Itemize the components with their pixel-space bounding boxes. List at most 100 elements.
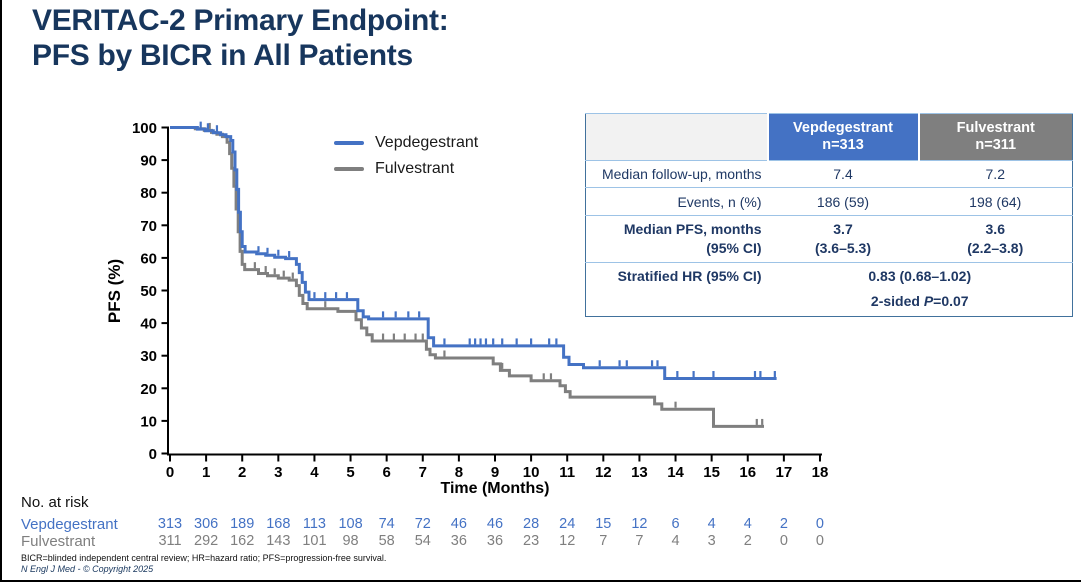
hr-value-cell: 0.83 (0.68–1.02) 2-sided P=0.07 [767, 262, 1073, 317]
row-stratified-hr: Stratified HR (95% CI) 0.83 (0.68–1.02) … [585, 262, 1073, 317]
risk-value: 72 [414, 516, 431, 532]
risk-row-label-fulvestrant: Fulvestrant [21, 533, 96, 550]
page-title: VERITAC-2 Primary Endpoint: PFS by BICR … [32, 4, 449, 73]
x-tick-label: 13 [631, 464, 648, 481]
p-value: 2-sided P=0.07 [774, 293, 1067, 310]
y-tick-label: 50 [140, 283, 157, 300]
km-curve-vepdegestrant [170, 126, 777, 380]
events-vep: 186 (59) [767, 187, 919, 216]
stats-header-fulvestrant: Fulvestrant n=311 [917, 113, 1073, 161]
legend-item-vepdegestrant: Vepdegestrant [334, 130, 478, 156]
column-title: Fulvestrant [956, 119, 1035, 136]
risk-value: 7 [635, 533, 644, 549]
events-ful: 198 (64) [918, 187, 1073, 216]
row-label: Median follow-up, months [585, 160, 768, 188]
risk-value: 12 [559, 533, 576, 549]
median-pfs-ful: 3.6 (2.2–3.8) [918, 215, 1073, 263]
risk-table-heading: No. at risk [21, 494, 89, 511]
column-title: Vepdegestrant [793, 119, 893, 136]
risk-value: 36 [486, 533, 504, 549]
row-label: Median PFS, months (95% CI) [585, 215, 768, 263]
row-label: Events, n (%) [585, 187, 768, 216]
risk-value: 12 [631, 516, 648, 532]
x-tick-label: 16 [739, 464, 756, 481]
y-tick-label: 20 [140, 381, 157, 398]
y-tick-label: 90 [140, 153, 157, 170]
row-median-followup: Median follow-up, months 7.4 7.2 [585, 160, 1073, 188]
risk-value: 0 [779, 533, 788, 549]
x-tick-label: 8 [455, 464, 463, 481]
x-tick-label: 6 [382, 464, 390, 481]
risk-value: 46 [486, 516, 504, 532]
row-label: Stratified HR (95% CI) [585, 262, 768, 317]
risk-value: 168 [266, 516, 291, 532]
stats-header-row: Vepdegestrant n=313 Fulvestrant n=311 [585, 113, 1073, 161]
legend-swatch-vepdegestrant [334, 141, 364, 145]
risk-value: 15 [595, 516, 612, 532]
risk-value: 2 [779, 516, 788, 532]
p-symbol: P [923, 292, 934, 309]
x-tick-label: 7 [419, 464, 427, 481]
risk-value: 58 [378, 533, 395, 549]
x-tick-label: 2 [238, 464, 246, 481]
risk-value: 108 [338, 516, 363, 532]
y-tick-label: 80 [140, 185, 157, 202]
chart-legend: Vepdegestrant Fulvestrant [334, 130, 478, 182]
risk-value: 2 [743, 533, 752, 549]
y-tick-label: 60 [140, 250, 157, 267]
page-title-line1: VERITAC-2 Primary Endpoint: [32, 4, 449, 37]
stats-header-vepdegestrant: Vepdegestrant n=313 [766, 113, 919, 161]
km-curve-fulvestrant [170, 126, 764, 428]
risk-value: 4 [743, 516, 752, 532]
row-median-pfs: Median PFS, months (95% CI) 3.7 (3.6–5.3… [585, 215, 1073, 263]
y-axis-title: PFS (%) [105, 259, 124, 323]
page-title-line2: PFS by BICR in All Patients [32, 38, 413, 72]
y-tick-label: 100 [132, 120, 157, 137]
risk-value: 74 [378, 516, 395, 532]
risk-value: 311 [158, 533, 182, 549]
label-line2: (95% CI) [706, 240, 762, 256]
median-ci: (3.6–5.3) [814, 240, 872, 256]
x-tick-label: 15 [703, 464, 720, 481]
x-tick-label: 4 [310, 464, 319, 481]
footnote-abbreviations: BICR=blinded independent central review;… [21, 553, 387, 563]
stats-header-empty-cell [585, 113, 768, 161]
y-tick-label: 70 [140, 218, 157, 235]
p-prefix: 2-sided [870, 292, 924, 309]
risk-value: 46 [450, 516, 467, 532]
risk-value: 98 [342, 533, 359, 549]
x-tick-label: 17 [776, 464, 793, 481]
footnote-copyright: N Engl J Med - © Copyright 2025 [21, 564, 154, 574]
y-tick-label: 30 [140, 348, 157, 365]
legend-label: Vepdegestrant [375, 134, 479, 151]
risk-row-label-vepdegestrant: Vepdegestrant [21, 516, 118, 533]
risk-value: 162 [230, 533, 255, 549]
risk-value: 23 [523, 533, 540, 549]
risk-value: 4 [671, 533, 680, 549]
median-pfs-vep: 3.7 (3.6–5.3) [767, 215, 919, 263]
risk-value: 143 [266, 533, 291, 549]
median-value: 3.7 [833, 221, 853, 238]
risk-value: 0 [815, 533, 824, 549]
stats-table: Vepdegestrant n=313 Fulvestrant n=311 Me… [585, 113, 1073, 317]
risk-value: 54 [414, 533, 431, 549]
risk-value: 292 [194, 533, 219, 549]
legend-item-fulvestrant: Fulvestrant [334, 156, 478, 182]
risk-value: 36 [450, 533, 467, 549]
risk-value: 189 [230, 516, 255, 532]
median-value: 3.6 [985, 221, 1005, 238]
x-tick-label: 11 [559, 464, 575, 481]
x-tick-label: 12 [595, 464, 612, 481]
x-tick-label: 18 [812, 464, 829, 481]
column-n: n=313 [822, 137, 864, 153]
risk-value: 24 [559, 516, 576, 532]
x-tick-label: 14 [667, 464, 684, 481]
legend-label: Fulvestrant [375, 160, 455, 177]
x-tick-label: 5 [346, 464, 354, 481]
risk-value: 113 [302, 516, 326, 532]
risk-value: 6 [671, 516, 680, 532]
risk-value: 313 [157, 516, 183, 532]
x-tick-label: 10 [523, 464, 540, 481]
risk-value: 0 [815, 516, 824, 532]
